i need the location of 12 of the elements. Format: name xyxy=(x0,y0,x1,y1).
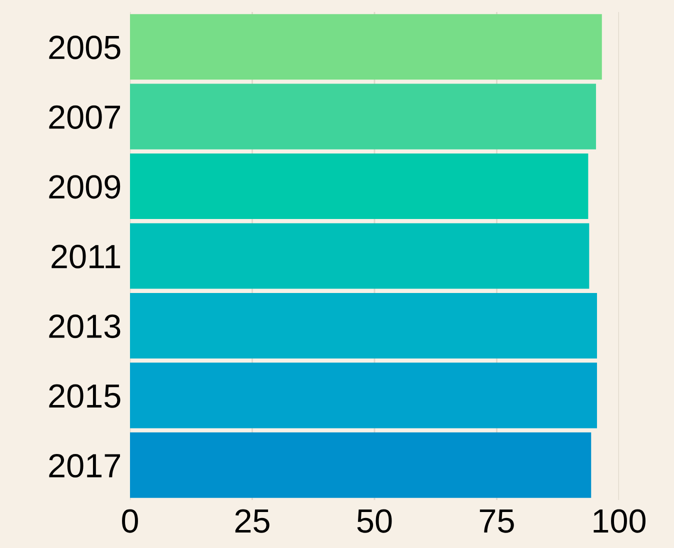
y-tick-label: 2017 xyxy=(49,454,120,478)
x-tick-label: 50 xyxy=(357,509,392,533)
x-tick-label: 100 xyxy=(594,509,646,533)
y-tick-label: 2009 xyxy=(49,175,120,199)
y-tick-label: 2011 xyxy=(52,244,120,268)
y-tick-label: 2005 xyxy=(49,36,120,60)
y-tick-label: 2015 xyxy=(49,384,120,408)
y-tick-label: 2013 xyxy=(49,314,120,338)
x-tick-label: 25 xyxy=(235,509,270,533)
x-tick-label: 75 xyxy=(480,510,514,533)
x-tick-label: 0 xyxy=(122,509,138,533)
y-tick-label: 2007 xyxy=(49,105,120,129)
